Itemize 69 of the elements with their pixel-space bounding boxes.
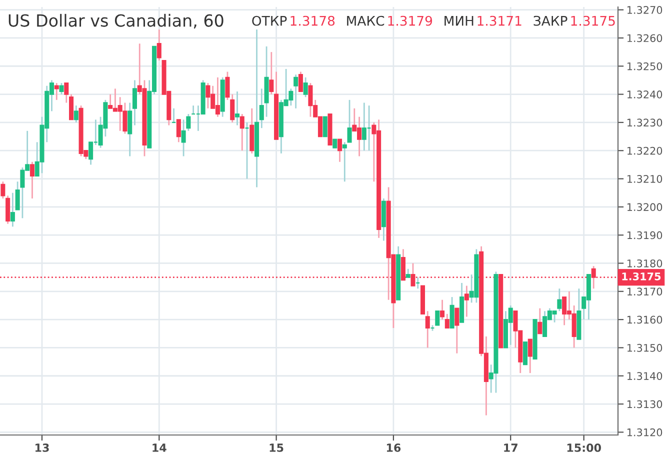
annotation: ЗАКР bbox=[534, 16, 568, 26]
candlestick bbox=[303, 76, 308, 98]
y-tick-label: 1.3130 bbox=[627, 400, 662, 408]
y-tick-label: 1.3170 bbox=[627, 288, 662, 296]
candlestick bbox=[88, 141, 94, 166]
annotation: ОТКР bbox=[252, 16, 287, 26]
candlestick bbox=[342, 141, 347, 182]
candlestick bbox=[74, 104, 78, 124]
candlestick bbox=[225, 71, 230, 101]
y-tick-label: 1.3230 bbox=[627, 118, 662, 127]
x-tick-label: 13 bbox=[36, 444, 49, 452]
y-tick-label: 1.3220 bbox=[627, 146, 662, 155]
candlestick bbox=[298, 71, 303, 92]
candlestick bbox=[444, 313, 450, 329]
y-tick-label: 1.3160 bbox=[627, 316, 662, 324]
ref-line-label: 1.3175 bbox=[622, 272, 661, 280]
candlestick bbox=[528, 338, 532, 374]
annotation: 1.3178 bbox=[290, 16, 335, 26]
candlestick bbox=[69, 94, 74, 120]
candlestick bbox=[425, 310, 430, 348]
candlestick bbox=[128, 102, 132, 157]
candlestick bbox=[64, 82, 69, 104]
candlestick bbox=[30, 161, 34, 200]
candlestick bbox=[450, 296, 454, 329]
candlestick bbox=[440, 299, 445, 320]
candlestick bbox=[454, 308, 460, 354]
candlestick bbox=[538, 308, 542, 334]
candlestick bbox=[464, 285, 469, 318]
x-tick-label: 15:00 bbox=[567, 444, 601, 452]
annotation: МИН bbox=[444, 16, 474, 26]
x-tick-label: 16 bbox=[386, 444, 401, 452]
y-tick-label: 1.3150 bbox=[627, 344, 662, 352]
candlestick bbox=[0, 180, 6, 200]
candlestick bbox=[269, 51, 274, 95]
chart-title: US Dollar vs Canadian, 60 bbox=[8, 14, 224, 29]
y-tick-label: 1.3240 bbox=[627, 90, 662, 98]
candlestick bbox=[240, 113, 244, 152]
candlestick bbox=[294, 74, 298, 110]
candlestick bbox=[347, 99, 352, 143]
candlestick bbox=[322, 116, 328, 138]
candlestick bbox=[176, 118, 181, 143]
candlestick bbox=[259, 88, 264, 129]
y-tick-label: 1.3190 bbox=[627, 231, 662, 240]
x-tick-label: 14 bbox=[152, 444, 166, 452]
annotation: 1.3175 bbox=[571, 16, 615, 26]
x-tick-label: 15 bbox=[270, 444, 284, 452]
candlestick bbox=[10, 192, 15, 228]
y-tick-label: 1.3210 bbox=[627, 174, 662, 183]
y-tick-label: 1.3120 bbox=[627, 428, 662, 436]
candlestick bbox=[6, 194, 10, 225]
candlestick bbox=[59, 82, 64, 95]
y-tick-label: 1.3260 bbox=[627, 34, 662, 42]
x-tick-label: 17 bbox=[504, 444, 518, 452]
annotation: МАКС bbox=[347, 16, 384, 26]
candlestick bbox=[234, 90, 240, 126]
y-tick-label: 1.3140 bbox=[627, 372, 662, 380]
candlestick bbox=[156, 28, 162, 62]
annotation: 1.3171 bbox=[478, 16, 522, 26]
candlestick bbox=[132, 80, 137, 126]
annotation: 1.3179 bbox=[388, 16, 432, 26]
candlestick bbox=[337, 138, 342, 163]
candlestick bbox=[435, 310, 440, 326]
candlestick bbox=[522, 342, 528, 366]
y-tick-label: 1.3200 bbox=[627, 203, 662, 212]
candlestick bbox=[230, 94, 235, 124]
y-tick-label: 1.3180 bbox=[627, 259, 662, 268]
y-tick-label: 1.3270 bbox=[627, 6, 662, 14]
y-tick-label: 1.3250 bbox=[627, 62, 662, 70]
candlestick bbox=[54, 82, 59, 101]
